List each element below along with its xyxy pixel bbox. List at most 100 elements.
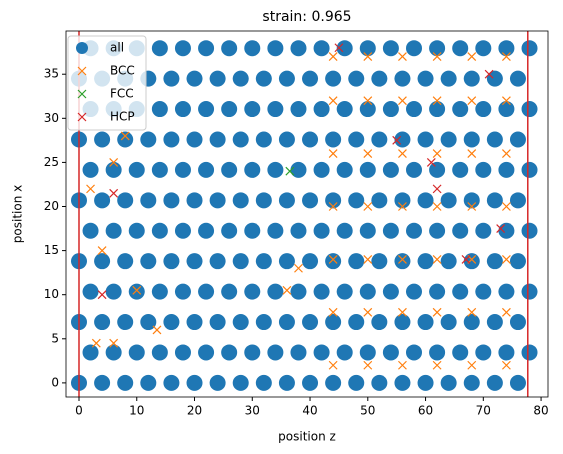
point [186,70,203,87]
point [140,131,157,148]
point [313,101,330,118]
point [348,374,365,391]
point [267,40,284,57]
x-tick-label: 60 [418,404,433,418]
point [109,157,119,167]
point [394,314,411,331]
point [278,314,295,331]
point [232,314,249,331]
point [278,192,295,209]
point [348,192,365,209]
point [363,307,373,317]
point [132,285,142,295]
legend-box [67,35,147,131]
point [429,40,446,57]
y-tick-label: 20 [44,199,59,213]
point [325,192,342,209]
point [302,253,319,270]
point [382,101,399,118]
point [163,374,180,391]
point [405,101,422,118]
point [398,149,407,159]
point [461,254,471,264]
point [398,96,407,106]
point [486,253,503,270]
point [498,40,515,57]
point [382,40,399,57]
point [392,135,402,145]
point [452,222,469,239]
point [151,344,168,361]
point [509,253,526,270]
point [290,283,307,300]
point [328,52,338,62]
point [463,192,480,209]
point [521,283,538,300]
point [174,283,191,300]
point [509,314,526,331]
point [463,374,480,391]
point [432,52,442,62]
point [244,344,261,361]
point [467,149,477,159]
point [278,70,295,87]
legend: all BCC FCC HCP [67,35,147,131]
point [221,161,238,178]
point [328,149,338,159]
legend-label: all [110,41,124,55]
point [363,149,373,159]
point [405,161,422,178]
point [363,202,373,211]
point [440,314,457,331]
point [278,131,295,148]
point [475,283,492,300]
point [325,374,342,391]
y-tick-label: 5 [51,331,59,345]
point [209,253,226,270]
point [244,101,261,118]
point [209,70,226,87]
point [128,344,145,361]
point [501,96,511,106]
point [371,253,388,270]
point [82,161,99,178]
point [140,192,157,209]
point [363,96,373,106]
point [128,283,145,300]
point [302,374,319,391]
point [151,283,168,300]
point [282,285,292,295]
point [417,192,434,209]
point [82,283,99,300]
point [382,222,399,239]
point [151,101,168,118]
point [405,40,422,57]
point [348,131,365,148]
x-tick-label: 40 [302,404,317,418]
point [432,360,442,370]
point [371,131,388,148]
point [336,283,353,300]
point [82,344,99,361]
point [371,70,388,87]
point [174,344,191,361]
point [313,40,330,57]
point [105,283,122,300]
point [398,52,407,62]
point [467,360,477,370]
point [105,222,122,239]
point [313,283,330,300]
point [302,192,319,209]
point [429,161,446,178]
point [509,192,526,209]
point [498,222,515,239]
point [440,253,457,270]
point [174,101,191,118]
point [151,161,168,178]
point [501,52,511,62]
point [209,314,226,331]
point [486,70,503,87]
point [521,161,538,178]
x-tick-label: 70 [476,404,491,418]
point [325,253,342,270]
